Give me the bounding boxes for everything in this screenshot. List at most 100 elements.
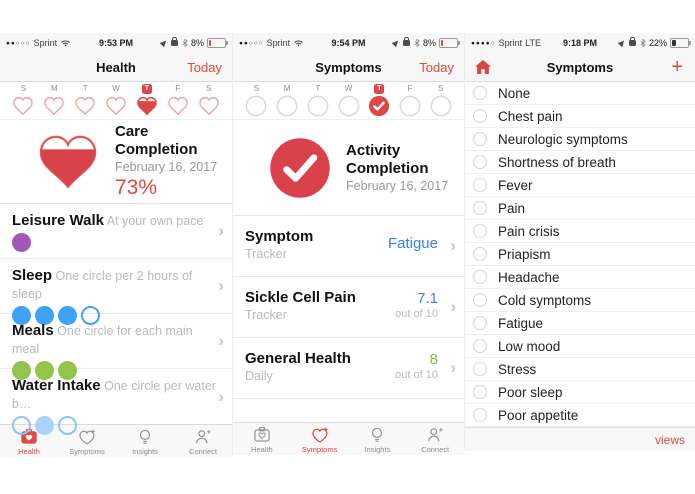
radio-circle[interactable] [473, 247, 487, 261]
health-row-meals[interactable]: Meals One circle for each main meal › [0, 314, 232, 380]
day-item-5[interactable]: F [395, 84, 426, 119]
day-item-1[interactable]: M [39, 84, 70, 119]
row-title: General Health [245, 350, 351, 367]
tab-label: Health [18, 446, 40, 456]
day-item-1[interactable]: M [272, 84, 303, 119]
day-circle-icon [245, 95, 267, 117]
day-item-2[interactable]: T [302, 84, 333, 119]
radio-circle[interactable] [473, 155, 487, 169]
day-item-0[interactable]: S [241, 84, 272, 119]
heart-outline-icon [198, 95, 220, 117]
day-item-5[interactable]: F [162, 84, 193, 119]
symptom-item-low-mood[interactable]: Low mood [465, 335, 695, 358]
wifi-icon [293, 39, 304, 47]
radio-circle[interactable] [473, 132, 487, 146]
radio-circle[interactable] [473, 224, 487, 238]
symptom-item-neurologic-symptoms[interactable]: Neurologic symptoms [465, 128, 695, 151]
tracker-row-symptom[interactable]: Symptom Tracker Fatigue › [233, 216, 464, 277]
day-item-3[interactable]: W [101, 84, 132, 119]
symptom-item-priapism[interactable]: Priapism [465, 243, 695, 266]
symptom-item-pain[interactable]: Pain [465, 197, 695, 220]
symptom-item-shortness-of-breath[interactable]: Shortness of breath [465, 151, 695, 174]
page-title: Symptoms [546, 59, 614, 75]
home-button[interactable] [475, 60, 491, 74]
day-circle-icon [276, 95, 298, 117]
health-row-leisure-walk[interactable]: Leisure Walk At your own pace › [0, 204, 232, 259]
symptom-item-chest-pain[interactable]: Chest pain [465, 105, 695, 128]
tab-health[interactable]: Health [233, 423, 291, 455]
radio-circle[interactable] [473, 109, 487, 123]
battery-percent: 22% [648, 38, 667, 48]
tab-connect[interactable]: Connect [406, 423, 464, 455]
checkmark-circle-icon [269, 137, 331, 199]
views-button[interactable]: views [654, 433, 685, 447]
lightbulb-icon [135, 427, 155, 447]
symptom-label: Poor sleep [498, 384, 563, 400]
dot-lightblue-filled [35, 416, 54, 435]
heart-outline-icon [167, 95, 189, 117]
symptom-item-poor-appetite[interactable]: Poor appetite [465, 404, 695, 427]
row-value: Fatigue [387, 235, 438, 252]
health-row-sleep[interactable]: Sleep One circle per 2 hours of sleep › [0, 259, 232, 325]
tracker-list: Symptom Tracker Fatigue › Sickle Cell Pain Tr… [233, 216, 464, 399]
symptom-label: Headache [498, 269, 560, 285]
today-button[interactable]: Today [419, 59, 454, 75]
tab-insights[interactable]: Insights [349, 423, 407, 455]
radio-circle[interactable] [473, 178, 487, 192]
day-item-3[interactable]: W [333, 84, 364, 119]
day-item-6[interactable]: S [193, 84, 224, 119]
day-circle-icon [399, 95, 421, 117]
row-subtitle: One circle per 2 hours of sleep [12, 269, 193, 301]
radio-circle[interactable] [473, 86, 487, 100]
row-subtitle: One circle for each main meal [12, 324, 193, 356]
heart-plus-icon [310, 425, 330, 445]
nav-bar: Symptoms + [465, 53, 695, 82]
tab-symptoms[interactable]: Symptoms [291, 423, 349, 455]
radio-circle[interactable] [473, 201, 487, 215]
symptom-item-none[interactable]: None [465, 82, 695, 105]
day-letter: T [315, 84, 321, 93]
tab-insights[interactable]: Insights [116, 425, 174, 457]
radio-circle[interactable] [473, 316, 487, 330]
progress-dots [12, 416, 220, 435]
symptom-item-stress[interactable]: Stress [465, 358, 695, 381]
radio-circle[interactable] [473, 408, 487, 422]
row-value-scale: out of 10 [395, 369, 438, 381]
day-item-4[interactable]: T [131, 84, 162, 119]
radio-circle[interactable] [473, 385, 487, 399]
wifi-icon [60, 39, 71, 47]
radio-circle[interactable] [473, 293, 487, 307]
symptom-item-cold-symptoms[interactable]: Cold symptoms [465, 289, 695, 312]
day-item-6[interactable]: S [425, 84, 456, 119]
radio-circle[interactable] [473, 270, 487, 284]
health-row-water-intake[interactable]: Water Intake One circle per water b… › [0, 369, 232, 435]
tab-connect[interactable]: Connect [174, 425, 232, 457]
tracker-row-general-health[interactable]: General Health Daily 8 out of 10 › [233, 338, 464, 399]
day-item-4[interactable]: T [364, 84, 395, 119]
symptoms-summary-screen: ●●○○○ Sprint 9:54 PM 8% Symptoms Today S… [232, 33, 464, 455]
add-symptom-button[interactable]: + [671, 56, 683, 78]
symptom-item-poor-sleep[interactable]: Poor sleep [465, 381, 695, 404]
row-value-block: Fatigue [388, 235, 438, 252]
dot-blue-filled [58, 306, 77, 325]
summary-date: February 16, 2017 [115, 159, 218, 174]
status-bar: ●●○○○ Sprint 9:54 PM 8% [233, 33, 464, 53]
symptom-item-fatigue[interactable]: Fatigue [465, 312, 695, 335]
tracker-row-sickle-cell-pain[interactable]: Sickle Cell Pain Tracker 7.1 out of 10 › [233, 277, 464, 338]
symptom-item-fever[interactable]: Fever [465, 174, 695, 197]
symptom-item-headache[interactable]: Headache [465, 266, 695, 289]
symptom-list: None Chest pain Neurologic symptoms Shortne… [465, 82, 695, 427]
day-item-2[interactable]: T [70, 84, 101, 119]
symptom-item-pain-crisis[interactable]: Pain crisis [465, 220, 695, 243]
symptom-label: Chest pain [498, 108, 563, 124]
today-button[interactable]: Today [187, 59, 222, 75]
radio-circle[interactable] [473, 362, 487, 376]
radio-circle[interactable] [473, 339, 487, 353]
tab-label: Symptoms [301, 444, 338, 454]
day-item-0[interactable]: S [8, 84, 39, 119]
row-value-scale: out of 10 [395, 308, 438, 320]
tab-symptoms[interactable]: Symptoms [58, 425, 116, 457]
day-circle-icon [338, 95, 360, 117]
bluetooth-icon [182, 38, 188, 48]
dot-purple-filled [12, 233, 31, 252]
